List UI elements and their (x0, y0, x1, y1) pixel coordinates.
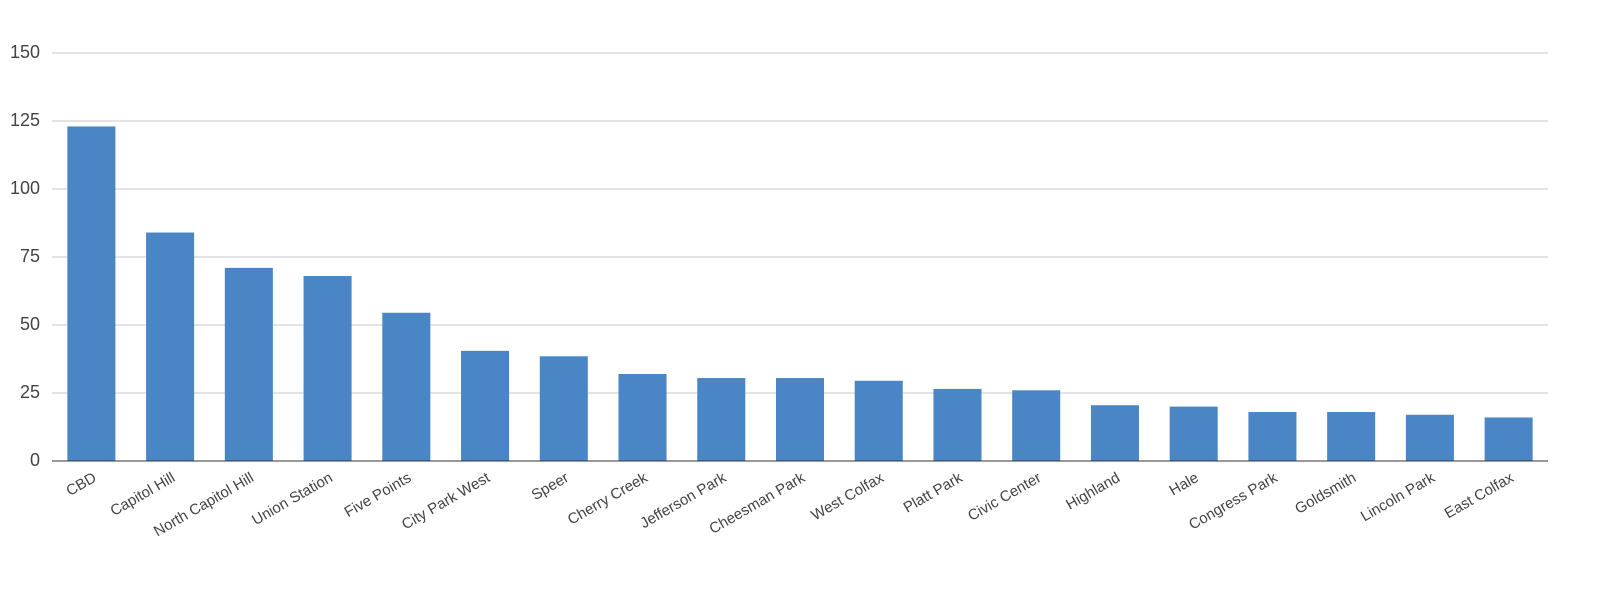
x-tick-label: Hale (1166, 469, 1201, 499)
bar (461, 350, 510, 461)
bar (697, 378, 746, 461)
x-tick-label: Capitol Hill (107, 469, 178, 520)
x-tick-label: East Colfax (1442, 469, 1517, 522)
x-tick-label: Lincoln Park (1358, 469, 1438, 525)
bar (303, 276, 352, 461)
y-tick-label: 100 (10, 178, 40, 198)
bar (1405, 414, 1454, 461)
y-tick-label: 50 (20, 314, 40, 334)
bar (1248, 412, 1297, 461)
y-tick-label: 150 (10, 42, 40, 62)
bar (775, 378, 825, 461)
x-tick-label: Congress Park (1186, 469, 1281, 534)
bar (933, 388, 982, 461)
x-tick-label: Highland (1063, 469, 1123, 513)
bar (146, 232, 195, 461)
x-tick-label: Speer (529, 469, 572, 504)
bar (1327, 412, 1376, 461)
bar (1169, 406, 1218, 461)
bar (382, 312, 431, 461)
y-tick-label: 125 (10, 110, 40, 130)
bar (854, 380, 903, 461)
x-tick-label: Platt Park (901, 469, 966, 516)
x-tick-label: Goldsmith (1292, 469, 1359, 517)
bar (1090, 405, 1139, 461)
bar (67, 126, 116, 461)
y-tick-label: 75 (20, 246, 40, 266)
y-tick-label: 0 (30, 450, 40, 470)
bar (618, 373, 667, 461)
bar (1012, 390, 1061, 461)
x-tick-label: West Colfax (808, 469, 887, 524)
bar (1484, 417, 1533, 461)
bar (539, 356, 588, 461)
y-tick-label: 25 (20, 382, 40, 402)
bar (224, 267, 273, 461)
x-tick-label: Five Points (342, 469, 415, 521)
x-tick-label: Civic Center (965, 469, 1044, 525)
x-tick-label: City Park West (399, 469, 494, 534)
x-tick-label: Union Station (249, 469, 335, 529)
x-tick-label: CBD (63, 469, 99, 500)
